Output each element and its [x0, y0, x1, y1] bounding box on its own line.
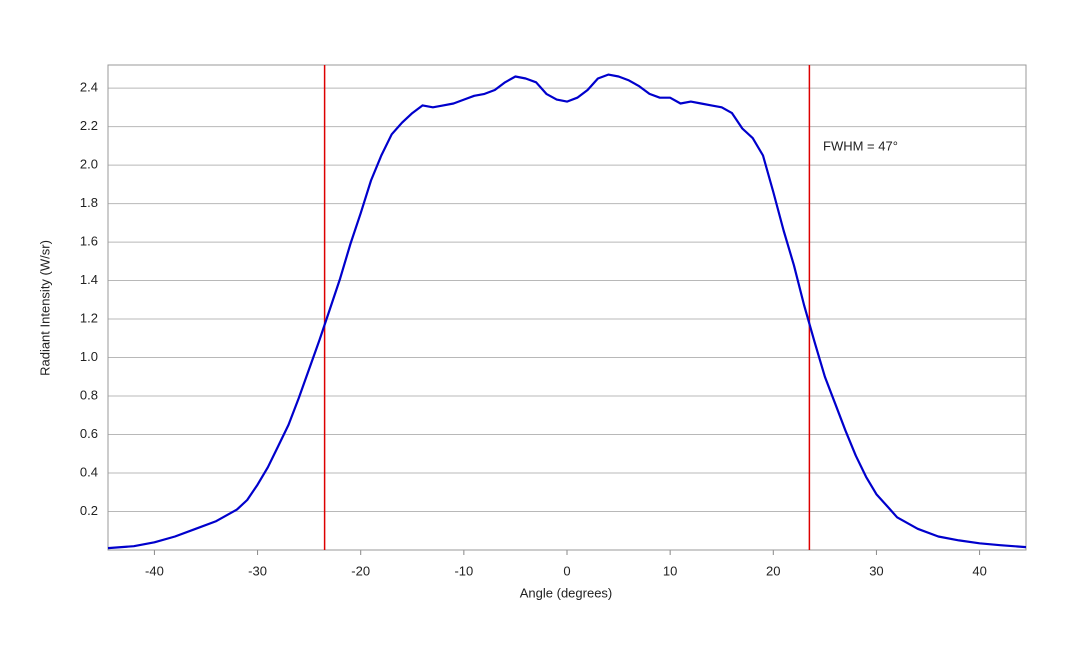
y-tick-label: 2.4: [80, 80, 98, 95]
y-tick-label: 0.4: [80, 464, 98, 479]
x-tick-label: -40: [145, 563, 164, 578]
x-axis-label: Angle (degrees): [520, 585, 613, 600]
x-tick-label: 40: [972, 563, 986, 578]
x-tick-label: -10: [454, 563, 473, 578]
y-tick-label: 0.6: [80, 426, 98, 441]
y-tick-label: 0.8: [80, 387, 98, 402]
y-tick-label: 1.8: [80, 195, 98, 210]
y-tick-label: 2.2: [80, 118, 98, 133]
annotation: FWHM = 47°: [823, 138, 898, 153]
y-tick-label: 2.0: [80, 157, 98, 172]
y-tick-label: 0.2: [80, 503, 98, 518]
y-tick-label: 1.0: [80, 349, 98, 364]
x-tick-label: 0: [563, 563, 570, 578]
x-tick-label: 10: [663, 563, 677, 578]
x-tick-label: -20: [351, 563, 370, 578]
x-tick-label: 30: [869, 563, 883, 578]
y-tick-label: 1.2: [80, 310, 98, 325]
data-line: [107, 73, 1027, 550]
y-tick-label: 1.6: [80, 234, 98, 249]
y-tick-label: 1.4: [80, 272, 98, 287]
y-axis-label: Radiant Intensity (W/sr): [37, 240, 52, 376]
x-tick-label: 20: [766, 563, 780, 578]
plot-frame: [107, 64, 1027, 551]
x-tick-label: -30: [248, 563, 267, 578]
